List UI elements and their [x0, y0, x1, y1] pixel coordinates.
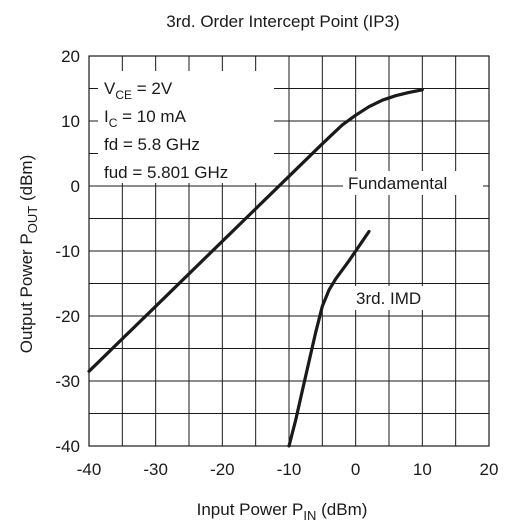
y-tick-label: -20	[55, 307, 80, 326]
y-tick-label: -40	[55, 437, 80, 456]
x-tick-labels: -40 -30 -20 -10 0 10 20	[77, 460, 499, 479]
condition-ic: IC = 10 mA	[104, 107, 187, 130]
y-tick-label: -30	[55, 372, 80, 391]
y-tick-label: 0	[71, 177, 80, 196]
x-tick-label: 0	[351, 460, 360, 479]
x-tick-label: -40	[77, 460, 102, 479]
series-label-3rd-imd: 3rd. IMD	[356, 289, 421, 308]
x-tick-label: -10	[277, 460, 302, 479]
y-tick-label: 10	[61, 112, 80, 131]
conditions-background	[98, 71, 274, 183]
chart-title: 3rd. Order Intercept Point (IP3)	[166, 12, 399, 31]
condition-fud: fud = 5.801 GHz	[104, 163, 228, 182]
conditions-annotation: VCE = 2V IC = 10 mA fd = 5.8 GHz fud = 5…	[104, 79, 228, 182]
fundamental-label-background	[343, 171, 483, 195]
condition-fd: fd = 5.8 GHz	[104, 135, 200, 154]
x-tick-label: 20	[480, 460, 499, 479]
y-tick-label: -10	[55, 242, 80, 261]
x-tick-label: 10	[413, 460, 432, 479]
series-line-3rd-imd	[287, 229, 371, 448]
x-axis-label: Input Power PIN (dBm)	[197, 500, 368, 523]
series-line-fundamental	[87, 88, 424, 373]
x-tick-label: -20	[210, 460, 235, 479]
series-label-fundamental: Fundamental	[348, 174, 447, 193]
y-tick-label: 20	[61, 47, 80, 66]
y-tick-labels: -40 -30 -20 -10 0 10 20	[55, 47, 80, 456]
imd-label-background	[350, 286, 450, 310]
x-tick-label: -30	[143, 460, 168, 479]
condition-vce: VCE = 2V	[104, 79, 173, 102]
y-axis-label: Output Power POUT (dBm)	[17, 155, 40, 353]
series-layer	[87, 88, 424, 448]
